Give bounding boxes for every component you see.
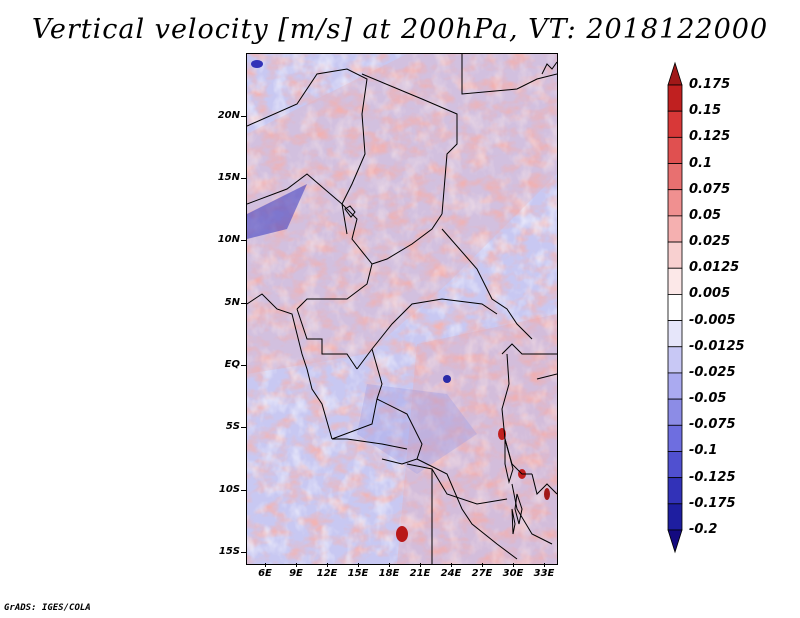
colorbar-label: 0.005 xyxy=(689,286,731,302)
colorbar-box xyxy=(667,136,683,164)
colorbar-box xyxy=(667,241,683,269)
lat-tick xyxy=(241,303,246,304)
colorbar-box xyxy=(667,215,683,243)
colorbar-label: -0.175 xyxy=(689,495,736,511)
colorbar-label: 0.1 xyxy=(689,155,713,171)
colorbar-label: 0.0125 xyxy=(689,260,740,276)
colorbar-box xyxy=(667,267,683,295)
lon-label: 30E xyxy=(502,568,524,579)
colorbar-label: -0.1 xyxy=(689,443,718,459)
lon-tick xyxy=(451,563,452,567)
lat-tick xyxy=(241,552,246,553)
lon-tick xyxy=(482,563,483,567)
lat-label: 10S xyxy=(218,484,240,495)
lat-tick xyxy=(241,116,246,117)
strong-updraft-spot xyxy=(396,526,408,542)
lon-label: 9E xyxy=(289,568,303,579)
colorbar-box xyxy=(667,503,683,531)
colorbar-box xyxy=(667,477,683,505)
lat-label: 10N xyxy=(217,234,240,245)
colorbar-box xyxy=(667,320,683,348)
colorbar-box xyxy=(667,294,683,321)
lon-label: 6E xyxy=(258,568,272,579)
strong-downdraft-spot xyxy=(443,375,451,383)
colorbar-label: 0.125 xyxy=(689,129,731,145)
lon-tick xyxy=(265,563,266,567)
lon-label: 24E xyxy=(440,568,462,579)
map-field xyxy=(247,54,557,564)
colorbar-label: -0.0125 xyxy=(689,338,745,354)
lon-tick xyxy=(513,563,514,567)
vertical-velocity-map xyxy=(246,53,558,565)
colorbar-label: 0.15 xyxy=(689,103,722,119)
colorbar-label: -0.025 xyxy=(689,364,736,380)
lat-tick xyxy=(241,178,246,179)
lon-label: 33E xyxy=(533,568,555,579)
map-title: Vertical velocity [m/s] at 200hPa, VT: 2… xyxy=(31,14,769,45)
lat-label: 15S xyxy=(218,546,240,557)
colorbar-label: 0.025 xyxy=(689,234,731,250)
colorbar-box xyxy=(667,346,683,374)
colorbar-box xyxy=(667,424,683,452)
colorbar-label: -0.005 xyxy=(689,312,736,328)
colorbar-label: -0.075 xyxy=(689,417,736,433)
colorbar-box xyxy=(667,451,683,479)
lon-label: 12E xyxy=(316,568,338,579)
colorbar-box xyxy=(667,372,683,400)
colorbar-label: -0.05 xyxy=(689,391,727,407)
lon-tick xyxy=(389,563,390,567)
lat-tick xyxy=(241,240,246,241)
lat-tick xyxy=(241,490,246,491)
colorbar-bottom-arrow xyxy=(667,529,683,554)
lat-label: 15N xyxy=(217,172,240,183)
lakes xyxy=(344,205,523,535)
colorbar-box xyxy=(667,110,683,138)
colorbar-box xyxy=(667,163,683,191)
colorbar-box xyxy=(667,84,683,112)
lon-tick xyxy=(544,563,545,567)
strong-updraft-spot xyxy=(544,488,550,500)
lat-tick xyxy=(241,427,246,428)
colorbar-label: 0.05 xyxy=(689,207,722,223)
colorbar xyxy=(667,61,683,554)
lat-label: EQ xyxy=(224,359,240,370)
colorbar-label: 0.075 xyxy=(689,181,731,197)
lon-label: 27E xyxy=(471,568,493,579)
lon-tick xyxy=(327,563,328,567)
lat-label: 5N xyxy=(224,297,240,308)
lat-label: 5S xyxy=(225,421,240,432)
colorbar-label: -0.125 xyxy=(689,469,736,485)
lon-label: 15E xyxy=(347,568,369,579)
colorbar-box xyxy=(667,189,683,217)
lon-label: 18E xyxy=(378,568,400,579)
colorbar-label: -0.2 xyxy=(689,522,718,537)
lon-tick xyxy=(420,563,421,567)
lon-tick xyxy=(296,563,297,567)
colorbar-top-arrow xyxy=(667,61,683,86)
colorbar-label: 0.175 xyxy=(689,77,731,92)
lat-label: 20N xyxy=(217,110,240,121)
footer-credit: GrADS: IGES/COLA xyxy=(4,603,91,613)
lon-tick xyxy=(358,563,359,567)
lon-label: 21E xyxy=(409,568,431,579)
strong-downdraft-spot xyxy=(251,60,263,68)
colorbar-box xyxy=(667,398,683,426)
lat-tick xyxy=(241,365,246,366)
